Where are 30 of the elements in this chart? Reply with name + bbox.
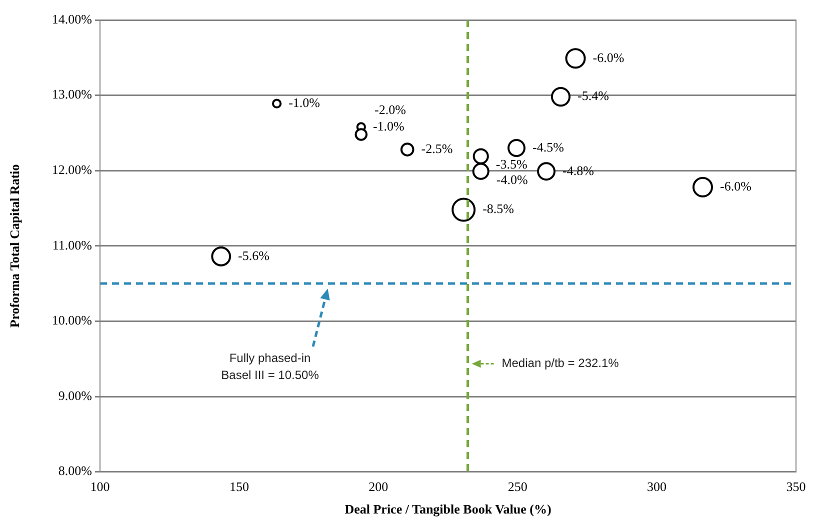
y-tick-label: 11.00%	[52, 237, 92, 252]
annotation: -4.5%	[532, 139, 564, 154]
x-axis-title: Deal Price / Tangible Book Value (%)	[344, 502, 552, 517]
x-tick-label: 100	[90, 479, 110, 494]
annotation: -3.5%	[496, 156, 528, 172]
y-tick-label: 12.00%	[52, 162, 92, 178]
annotation: -4.0%	[496, 172, 528, 187]
x-tick-label: 300	[647, 479, 667, 494]
ref-line-label: Median p/tb = 232.1%	[502, 356, 620, 370]
annotation: -1.0%	[372, 118, 405, 134]
annotation: -5.4%	[578, 88, 610, 104]
y-tick-label: 13.00%	[52, 86, 92, 102]
annotation: -5.6%	[238, 248, 270, 263]
x-tick-label: 250	[508, 479, 528, 494]
annotation: -6.0%	[592, 50, 624, 65]
y-tick-label: 14.00%	[52, 11, 92, 26]
y-tick-label: 8.00%	[58, 463, 92, 478]
y-tick-label: 10.00%	[52, 312, 92, 328]
annotation: -6.0%	[720, 178, 752, 194]
y-tick-label: 9.00%	[58, 388, 92, 403]
y-axis-title: Proforma Total Capital Ratio	[7, 164, 22, 328]
annotation: -2.5%	[421, 140, 453, 156]
x-tick-label: 150	[229, 479, 249, 494]
x-tick-label: 350	[786, 479, 806, 494]
x-tick-label: 200	[368, 479, 388, 494]
annotation: -4.8%	[562, 162, 594, 178]
ref-line-label: Fully phased-in Basel III = 10.50%	[221, 350, 320, 382]
annotation: -2.0%	[374, 102, 406, 117]
annotation: -1.0%	[288, 95, 320, 110]
annotation: -8.5%	[482, 201, 514, 216]
